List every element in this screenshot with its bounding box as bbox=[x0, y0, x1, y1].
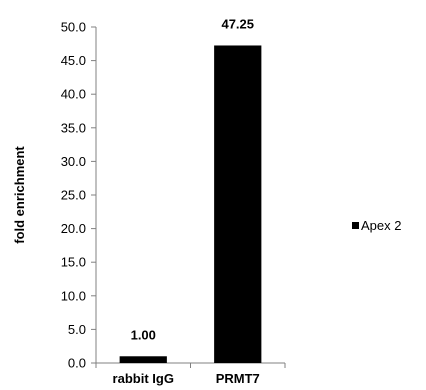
y-axis: 0.0 5.0 10.0 15.0 20.0 25.0 30.0 35.0 40.0 45.0 50… bbox=[61, 20, 97, 371]
data-label: 47.25 bbox=[221, 16, 254, 31]
y-tick-label: 50.0 bbox=[61, 20, 86, 35]
data-labels: 1.00 47.25 bbox=[131, 16, 254, 342]
bar-rabbit-igg bbox=[119, 356, 167, 363]
x-category-label: PRMT7 bbox=[216, 371, 260, 386]
legend: Apex 2 bbox=[352, 218, 401, 233]
y-tick-label: 35.0 bbox=[61, 120, 86, 135]
y-tick-label: 30.0 bbox=[61, 154, 86, 169]
bars bbox=[119, 45, 262, 363]
x-axis: rabbit IgG PRMT7 bbox=[95, 362, 286, 386]
y-tick-label: 40.0 bbox=[61, 87, 86, 102]
y-tick-label: 15.0 bbox=[61, 255, 86, 270]
y-tick-label: 45.0 bbox=[61, 53, 86, 68]
legend-label-apex-2: Apex 2 bbox=[361, 218, 401, 233]
x-category-label: rabbit IgG bbox=[113, 371, 174, 386]
y-tick-label: 10.0 bbox=[61, 288, 86, 303]
y-tick-label: 25.0 bbox=[61, 188, 86, 203]
y-tick-label: 5.0 bbox=[68, 322, 86, 337]
legend-swatch-apex-2 bbox=[352, 222, 359, 229]
bar-prmt7 bbox=[214, 45, 262, 363]
y-tick-label: 0.0 bbox=[68, 356, 86, 371]
y-tick-label: 20.0 bbox=[61, 221, 86, 236]
data-label: 1.00 bbox=[131, 327, 156, 342]
y-axis-title: fold enrichment bbox=[12, 146, 27, 244]
